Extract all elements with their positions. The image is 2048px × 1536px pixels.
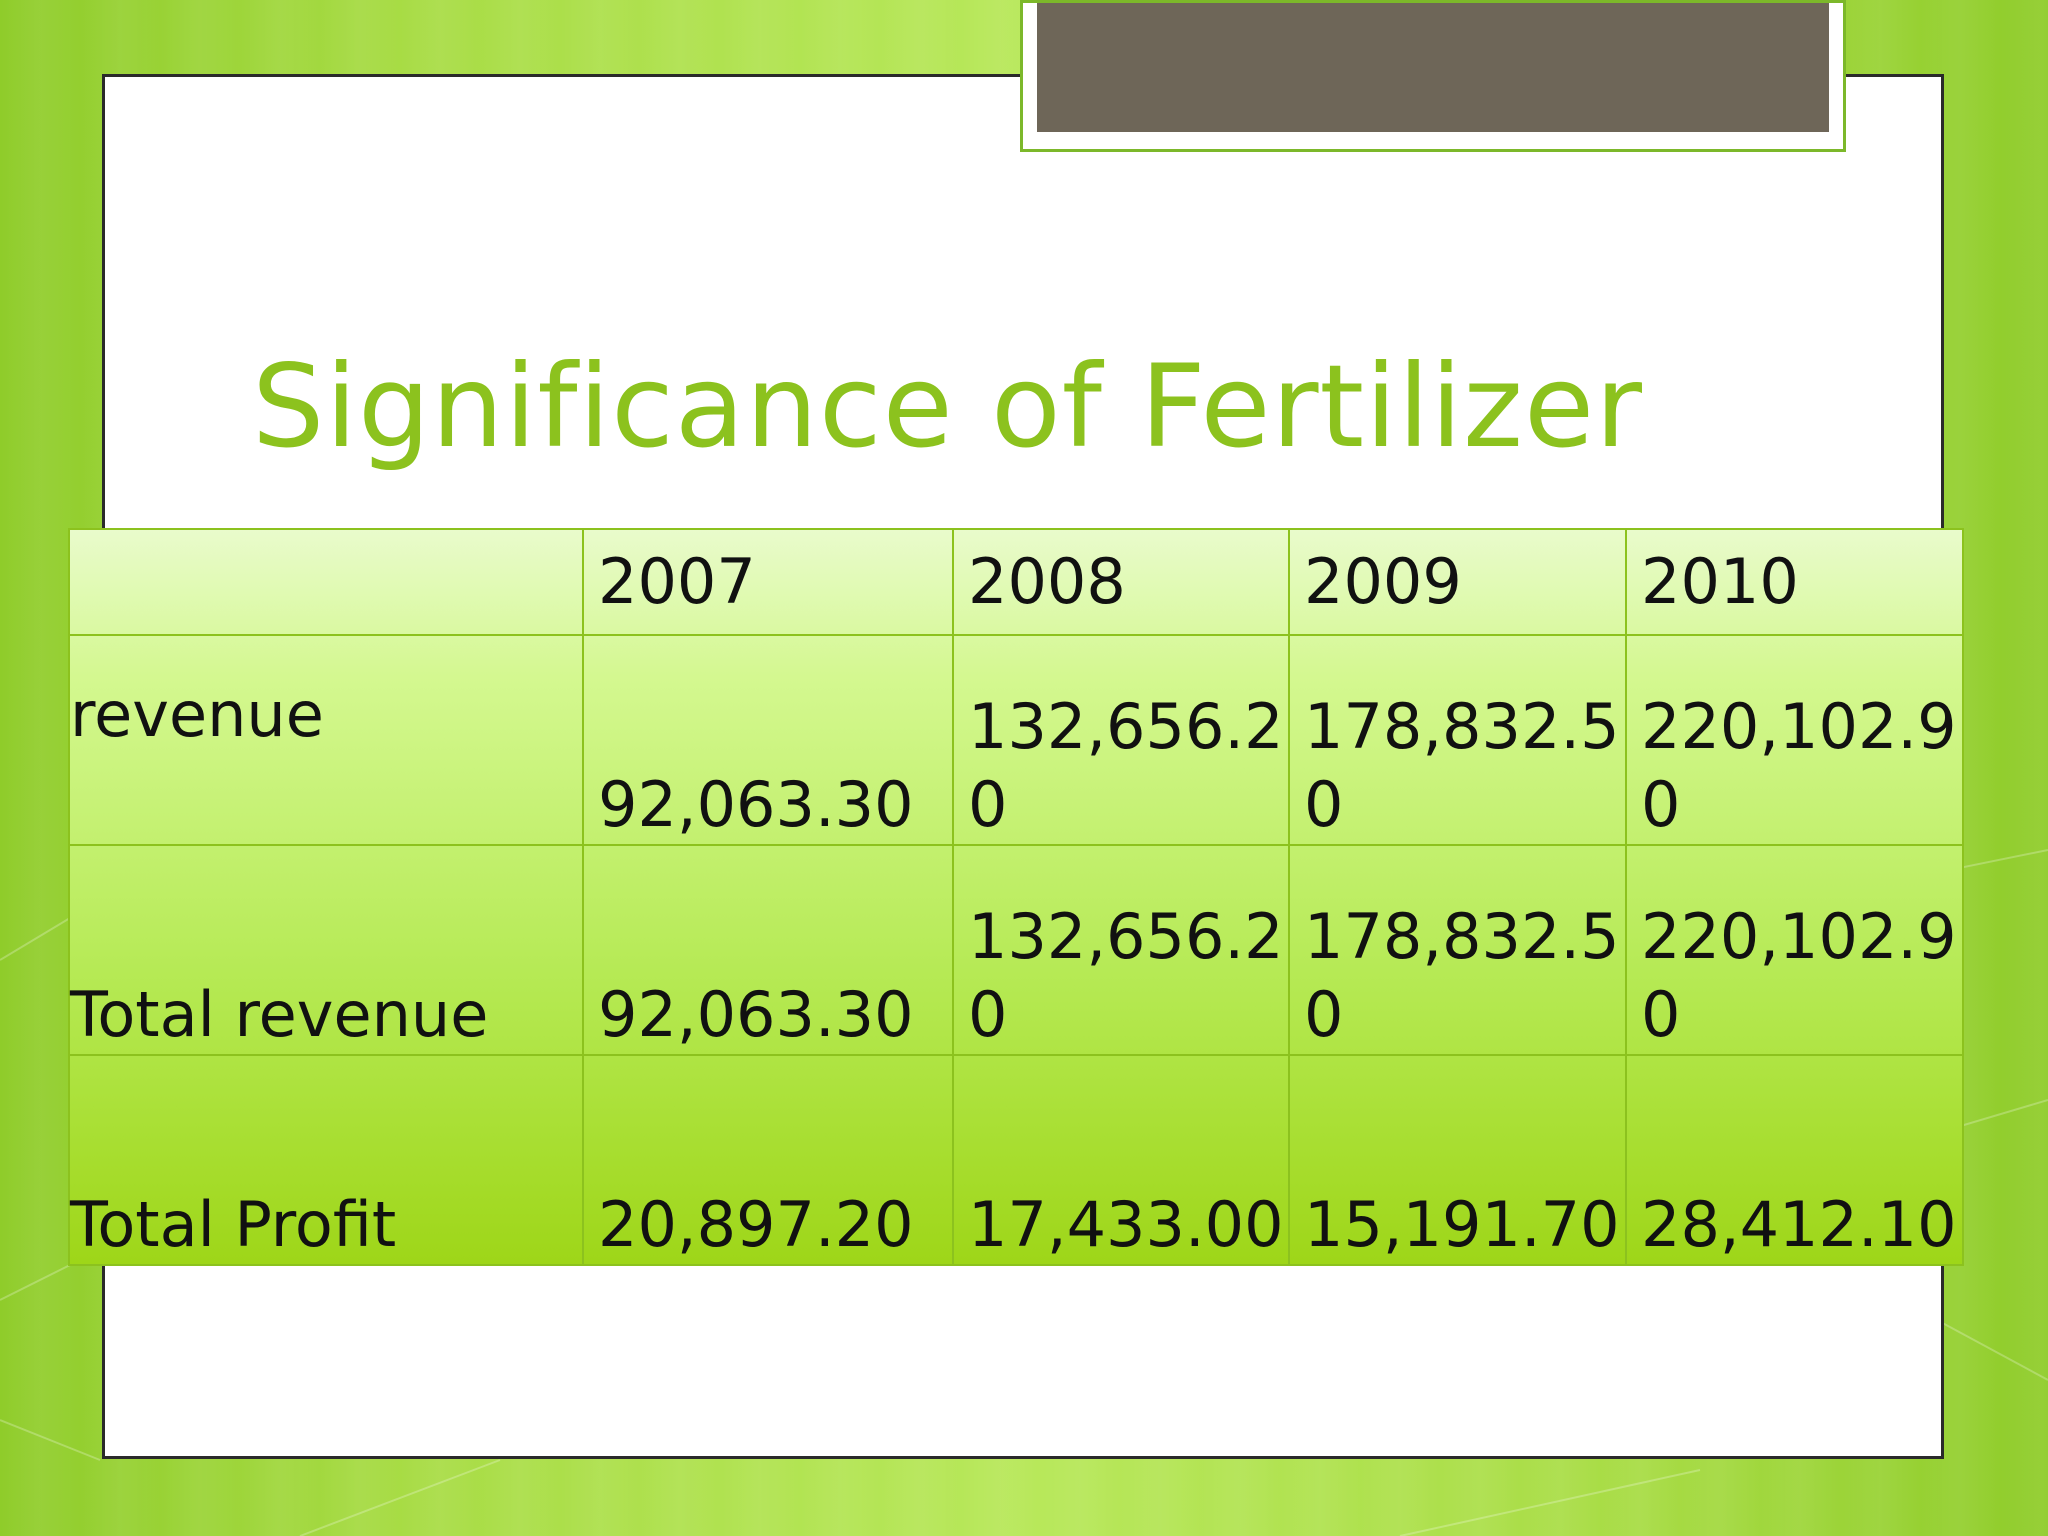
slide-title: Significance of Fertilizer (252, 340, 1643, 473)
table-row: Total revenue 92,063.30 132,656.20 178,8… (68, 844, 1964, 1056)
row-label: Total Profit (68, 1054, 584, 1266)
table-header-cell: 2008 (952, 528, 1290, 636)
row-label: Total revenue (68, 844, 584, 1056)
table-cell: 220,102.90 (1625, 634, 1964, 846)
row-label: revenue (68, 634, 584, 846)
table-cell: 15,191.70 (1288, 1054, 1627, 1266)
table-header-cell: 2010 (1625, 528, 1964, 636)
table-cell: 132,656.20 (952, 634, 1290, 846)
data-table: 2007 2008 2009 2010 revenue 92,063.30 13… (68, 528, 1964, 1266)
table-cell: 92,063.30 (582, 844, 954, 1056)
table-cell: 132,656.20 (952, 844, 1290, 1056)
table-cell: 92,063.30 (582, 634, 954, 846)
table-row: revenue 92,063.30 132,656.20 178,832.50 … (68, 634, 1964, 846)
table-row: Total Profit 20,897.20 17,433.00 15,191.… (68, 1054, 1964, 1266)
table-header-cell (68, 528, 584, 636)
header-tab-fill (1037, 3, 1829, 132)
table-header-row: 2007 2008 2009 2010 (68, 528, 1964, 636)
table-cell: 20,897.20 (582, 1054, 954, 1266)
table-cell: 17,433.00 (952, 1054, 1290, 1266)
table-cell: 178,832.50 (1288, 634, 1627, 846)
header-tab (1020, 0, 1846, 152)
table-cell: 220,102.90 (1625, 844, 1964, 1056)
table-header-cell: 2009 (1288, 528, 1627, 636)
table-header-cell: 2007 (582, 528, 954, 636)
table-cell: 178,832.50 (1288, 844, 1627, 1056)
table-cell: 28,412.10 (1625, 1054, 1964, 1266)
